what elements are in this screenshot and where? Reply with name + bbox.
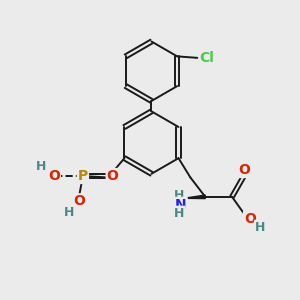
Text: O: O [106, 169, 119, 183]
Text: H: H [174, 189, 184, 202]
Text: O: O [244, 212, 256, 226]
Text: Cl: Cl [200, 51, 214, 65]
Text: P: P [78, 169, 88, 183]
Text: H: H [255, 220, 266, 234]
Text: H: H [36, 160, 46, 173]
Text: N: N [175, 198, 187, 212]
Text: O: O [238, 163, 250, 177]
Text: H: H [174, 207, 184, 220]
Text: O: O [73, 194, 85, 208]
Text: H: H [64, 206, 74, 219]
Text: O: O [48, 169, 60, 183]
Polygon shape [184, 195, 205, 199]
